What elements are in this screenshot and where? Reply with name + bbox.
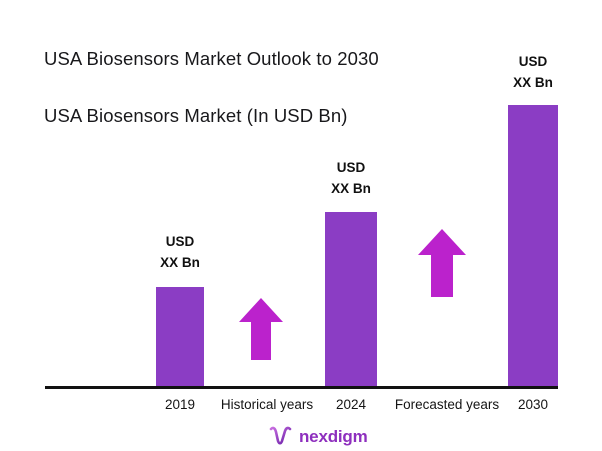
bar-2019 <box>156 287 204 386</box>
bar-2030 <box>508 105 558 386</box>
data-label-2019-line2: XX Bn <box>160 254 200 270</box>
wave-n-icon <box>269 426 293 446</box>
data-label-2024-line1: USD <box>336 160 366 175</box>
data-label-2019-line1: USD <box>165 234 195 249</box>
x-axis-label-forecasted-years: Forecasted years <box>394 397 500 412</box>
x-axis-label-2030: 2030 <box>517 397 549 412</box>
bar-2024 <box>325 212 377 386</box>
logo-wordmark: nexdigm <box>299 426 368 446</box>
chart-subtitle: USA Biosensors Market (In USD Bn) <box>44 105 348 126</box>
x-axis-label-2024: 2024 <box>335 397 367 412</box>
x-axis-label-historical-years: Historical years <box>220 397 314 412</box>
data-label-2024-line2: XX Bn <box>331 180 371 196</box>
growth-up-arrow-icon-historical <box>239 298 283 360</box>
data-label-2024: USD XX Bn <box>309 158 393 200</box>
data-label-2019: USD XX Bn <box>138 232 222 274</box>
nexdigm-logo: nexdigm <box>269 424 368 448</box>
x-axis-label-2019: 2019 <box>164 397 196 412</box>
x-axis-line <box>45 386 558 389</box>
growth-up-arrow-icon-forecasted <box>418 229 466 297</box>
data-label-2030-line1: USD <box>518 54 548 69</box>
data-label-2030: USD XX Bn <box>491 52 575 94</box>
page-title: USA Biosensors Market Outlook to 2030 <box>44 48 379 69</box>
data-label-2030-line2: XX Bn <box>513 74 553 90</box>
